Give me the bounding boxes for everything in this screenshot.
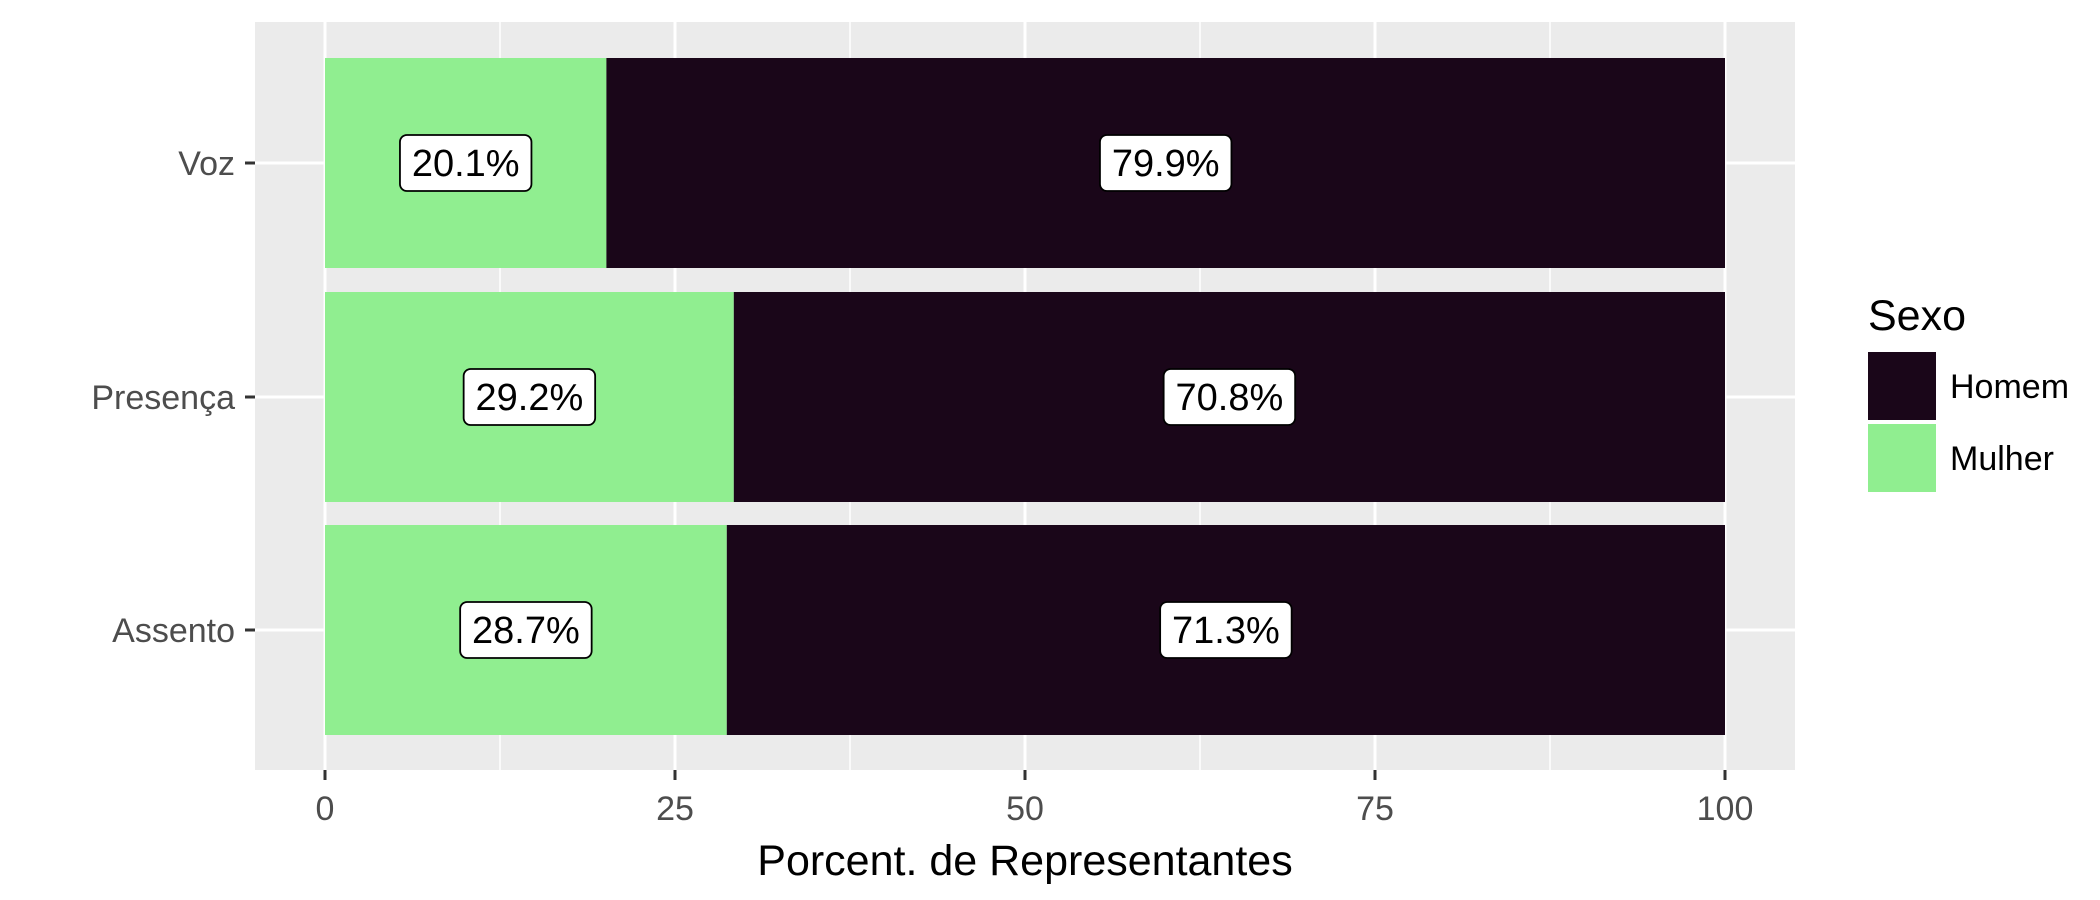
x-tick-label: 100 bbox=[1697, 790, 1754, 828]
y-tick-label-assento: Assento bbox=[112, 612, 235, 650]
data-label-homem-assento: 71.3% bbox=[1159, 601, 1293, 659]
legend-item-mulher: Mulher bbox=[1868, 424, 2054, 492]
data-label-homem-presenca: 70.8% bbox=[1162, 368, 1297, 426]
x-tick-label: 75 bbox=[1356, 790, 1394, 828]
data-label-mulher-assento: 28.7% bbox=[459, 601, 593, 659]
y-tick-label-voz: Voz bbox=[178, 145, 235, 183]
x-axis: 0 25 50 75 100 bbox=[316, 770, 1754, 828]
y-axis: Voz Presença Assento bbox=[91, 145, 255, 650]
legend: Sexo Homem Mulher bbox=[1868, 292, 2069, 492]
data-label-text: 71.3% bbox=[1172, 610, 1280, 652]
legend-title: Sexo bbox=[1868, 292, 1966, 340]
x-tick-label: 50 bbox=[1006, 790, 1044, 828]
x-axis-title: Porcent. de Representantes bbox=[757, 837, 1292, 885]
data-label-text: 70.8% bbox=[1176, 377, 1284, 419]
data-label-mulher-presenca: 29.2% bbox=[462, 368, 597, 426]
legend-swatch bbox=[1868, 424, 1936, 492]
data-label-box bbox=[459, 601, 593, 659]
data-label-text: 79.9% bbox=[1112, 143, 1220, 185]
data-label-box bbox=[1159, 601, 1293, 659]
data-labels: 20.1% 79.9% 29.2% 70.8% 28.7% 71.3% bbox=[399, 134, 1297, 659]
legend-label: Homem bbox=[1950, 368, 2069, 406]
data-label-text: 20.1% bbox=[412, 143, 520, 185]
data-label-box bbox=[399, 134, 533, 192]
data-label-homem-voz: 79.9% bbox=[1099, 134, 1233, 192]
data-label-mulher-voz: 20.1% bbox=[399, 134, 533, 192]
data-label-box bbox=[1099, 134, 1233, 192]
legend-label: Mulher bbox=[1950, 440, 2054, 478]
legend-keys: Homem Mulher bbox=[1868, 352, 2069, 492]
data-label-text: 29.2% bbox=[476, 377, 584, 419]
data-label-text: 28.7% bbox=[472, 610, 580, 652]
data-label-box bbox=[462, 368, 597, 426]
bars bbox=[325, 58, 1725, 735]
legend-item-homem: Homem bbox=[1868, 352, 2069, 420]
x-tick-label: 0 bbox=[316, 790, 335, 828]
x-tick-label: 25 bbox=[656, 790, 694, 828]
y-tick-label-presenca: Presença bbox=[91, 379, 235, 417]
data-label-box bbox=[1162, 368, 1297, 426]
legend-swatch bbox=[1868, 352, 1936, 420]
